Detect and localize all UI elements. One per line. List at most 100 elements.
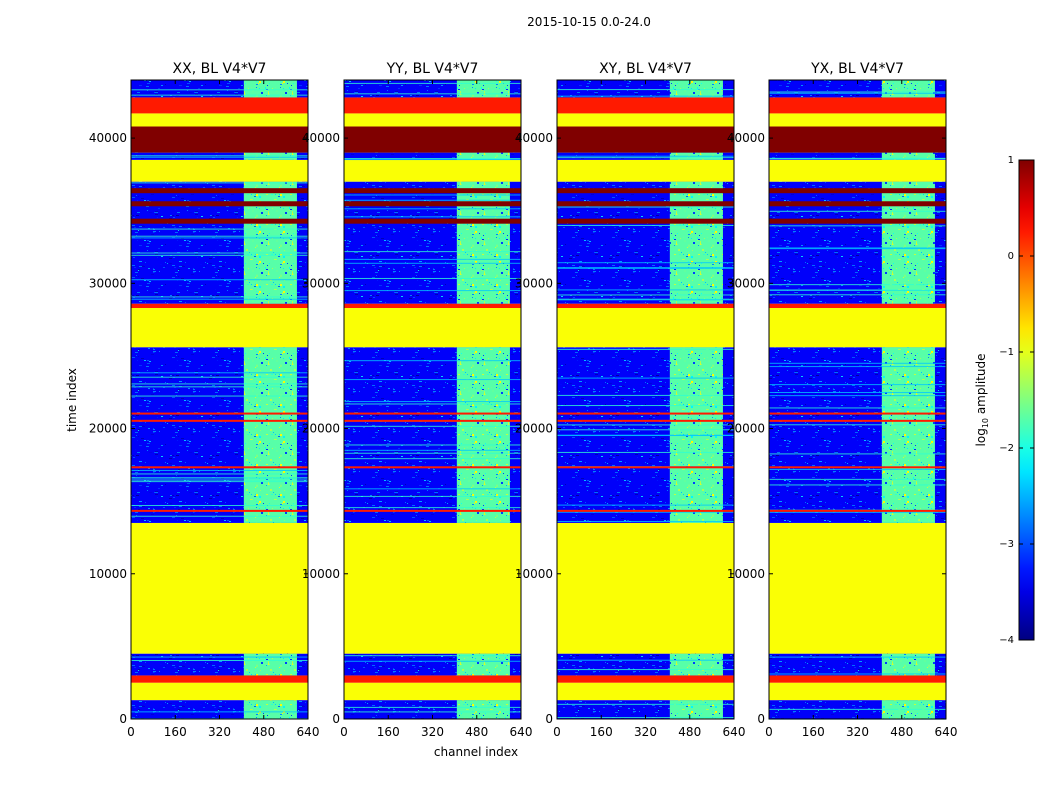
- heatmap-stripe: [344, 199, 521, 201]
- heatmap-stripe: [344, 444, 521, 446]
- heatmap-band-bright: [881, 152, 935, 160]
- panel-3: YX, BL V4*V7 0 160 320 480 640 0 10000 20000 3000…: [727, 61, 958, 739]
- heatmap-band-flat: [557, 159, 734, 182]
- heatmap-stripe: [131, 228, 308, 230]
- heatmap-stripe: [131, 711, 308, 713]
- heatmap-band-flat: [769, 159, 946, 182]
- y-tick-label: 20000: [302, 422, 340, 436]
- panel-2: XY, BL V4*V7 0 160 320 480 640 0 10000 20000 3000…: [515, 61, 746, 739]
- x-tick-label: 640: [723, 725, 746, 739]
- heatmap-stripe: [344, 507, 521, 509]
- heatmap-stripe: [131, 237, 308, 239]
- heatmap-stripe: [131, 481, 308, 483]
- heatmap-row-saturated: [131, 188, 308, 194]
- heatmap-stripe: [344, 277, 521, 279]
- heatmap-stripe: [769, 284, 946, 286]
- heatmap-band-orange: [557, 675, 734, 683]
- y-tick-label: 40000: [515, 131, 553, 145]
- x-tick-label: 320: [634, 725, 657, 739]
- heatmap-stripe: [769, 158, 946, 160]
- heatmap-band-saturated: [557, 126, 734, 153]
- heatmap-band-bright: [243, 700, 297, 719]
- heatmap-stripe: [557, 434, 734, 436]
- heatmap-stripe: [769, 248, 946, 250]
- heatmap-stripe: [769, 453, 946, 455]
- heatmap-stripe: [344, 158, 521, 160]
- x-tick-label: 320: [846, 725, 869, 739]
- panel-title: XX, BL V4*V7: [173, 61, 267, 77]
- x-tick-label: 480: [252, 725, 275, 739]
- heatmap-stripe: [344, 403, 521, 405]
- heatmap-stripe: [344, 93, 521, 95]
- heatmap-band-saturated: [131, 126, 308, 153]
- heatmap-band-flat: [557, 113, 734, 127]
- panel-title: YX, BL V4*V7: [810, 61, 904, 77]
- heatmap-stripe: [131, 383, 308, 385]
- heatmap-stripe: [769, 225, 946, 227]
- heatmap-band-flat: [344, 308, 521, 348]
- colorbar: [1018, 159, 1035, 641]
- heatmap-band-flat: [344, 113, 521, 127]
- heatmap-stripe: [769, 247, 946, 249]
- heatmap-band-noise: [769, 152, 946, 160]
- colorbar-label-tail: amplitude: [974, 354, 988, 418]
- heatmap-stripe: [769, 511, 946, 513]
- heatmap-row-orange: [131, 412, 308, 415]
- heatmap-band-bright: [669, 653, 723, 676]
- x-tick-label: 480: [465, 725, 488, 739]
- heatmap-stripe: [131, 469, 308, 471]
- figure-title: 2015-10-15 0.0-24.0: [527, 15, 651, 29]
- heatmap-row-orange: [131, 466, 308, 469]
- heatmap-band-flat: [344, 682, 521, 701]
- colorbar-tick-label: −1: [999, 347, 1014, 358]
- panel-1: YY, BL V4*V7 0 160 320 480 640 0 10000 20000 3000…: [302, 61, 533, 739]
- y-axis-label: time index: [65, 368, 79, 432]
- heatmap-stripe: [769, 673, 946, 675]
- heatmap-stripe: [769, 91, 946, 93]
- heatmap-stripe: [557, 429, 734, 431]
- heatmap-stripe: [557, 224, 734, 226]
- heatmap-stripe: [557, 405, 734, 407]
- heatmap-stripe: [769, 395, 946, 397]
- heatmap-band-flat: [131, 522, 308, 654]
- heatmap-row-saturated: [131, 218, 308, 224]
- heatmap-stripe: [131, 89, 308, 91]
- heatmap-band-bright: [243, 653, 297, 676]
- heatmap-row-orange: [557, 466, 734, 469]
- colorbar-tick-label: −4: [999, 635, 1014, 646]
- heatmap-stripe: [131, 182, 308, 184]
- heatmap-stripe: [769, 210, 946, 212]
- heatmap-row-saturated: [131, 201, 308, 207]
- heatmap-band-bright: [669, 80, 723, 98]
- heatmap-stripe: [557, 262, 734, 264]
- heatmap-stripe: [557, 511, 734, 513]
- heatmap-band-flat: [344, 159, 521, 182]
- heatmap-band-orange: [344, 303, 521, 309]
- heatmap-stripe: [131, 94, 308, 96]
- heatmap-stripe: [557, 424, 734, 426]
- heatmap-stripe: [557, 299, 734, 301]
- heatmap-band-orange: [557, 303, 734, 309]
- heatmap-stripe: [769, 92, 946, 94]
- heatmap-band-flat: [344, 522, 521, 654]
- colorbar-label: log10 amplitude: [974, 354, 990, 447]
- heatmap-stripe: [344, 258, 521, 260]
- heatmap-stripe: [557, 267, 734, 269]
- heatmap-stripe: [344, 290, 521, 292]
- heatmap-stripe: [557, 451, 734, 453]
- heatmap-stripe: [131, 279, 308, 281]
- heatmap-stripe: [557, 89, 734, 91]
- heatmap-band-flat: [131, 159, 308, 182]
- heatmap-row-orange: [344, 412, 521, 415]
- heatmap-stripe: [131, 372, 308, 374]
- colorbar-label-sub: 10: [981, 418, 990, 428]
- heatmap-stripe: [557, 348, 734, 350]
- x-tick-label: 480: [890, 725, 913, 739]
- heatmap-row-orange: [769, 412, 946, 415]
- heatmap-stripe: [769, 289, 946, 291]
- heatmap-stripe: [344, 360, 521, 362]
- heatmap-band-bright: [881, 653, 935, 676]
- heatmap-stripe: [769, 157, 946, 159]
- heatmap-stripe: [557, 267, 734, 269]
- heatmap-stripe: [344, 379, 521, 381]
